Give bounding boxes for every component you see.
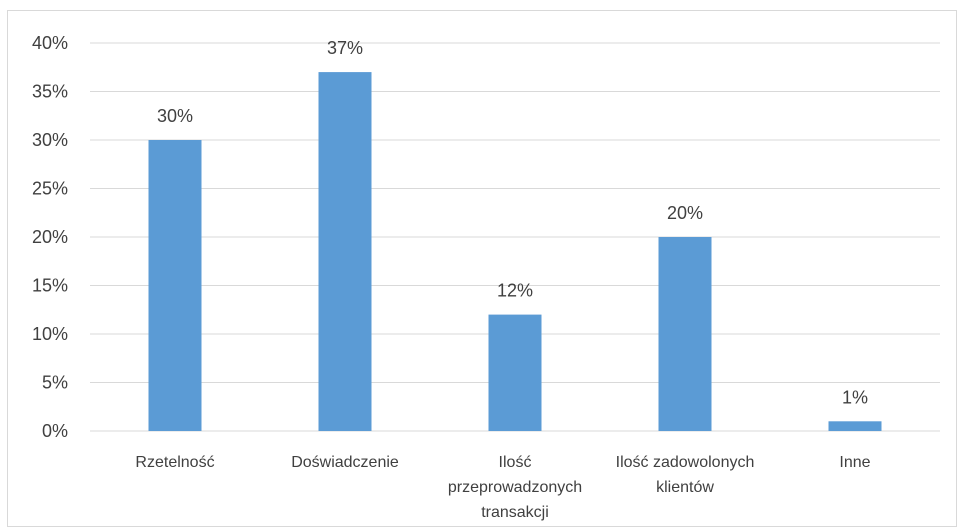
y-tick-label: 5%: [42, 373, 68, 393]
bars: [148, 72, 882, 431]
category-label: Rzetelność: [135, 454, 214, 471]
category-label: Ilość zadowolonych: [616, 454, 755, 471]
data-labels: 30% 37% 12% 20% 1%: [157, 38, 868, 407]
data-label: 20%: [667, 203, 703, 223]
y-tick-label: 15%: [32, 276, 68, 296]
y-tick-label: 20%: [32, 227, 68, 247]
y-tick-label: 30%: [32, 130, 68, 150]
data-label: 37%: [327, 38, 363, 58]
category-label: Ilość: [499, 454, 532, 471]
category-labels: Rzetelność Doświadczenie Ilość przeprowadzo…: [135, 454, 870, 521]
category-label: klientów: [656, 479, 714, 496]
bar: [828, 421, 882, 431]
y-tick-label: 0%: [42, 421, 68, 441]
y-tick-label: 10%: [32, 324, 68, 344]
category-label: transakcji: [481, 504, 549, 521]
data-label: 12%: [497, 281, 533, 301]
bar: [658, 237, 712, 431]
data-label: 30%: [157, 106, 193, 126]
bar: [148, 140, 202, 431]
y-axis-tick-labels: 0% 5% 10% 15% 20% 25% 30% 35% 40%: [32, 33, 68, 441]
gridlines: [90, 42, 940, 432]
bar: [318, 72, 372, 431]
bar: [488, 314, 542, 431]
category-label: przeprowadzonych: [448, 479, 582, 496]
data-label: 1%: [842, 387, 868, 407]
y-tick-label: 35%: [32, 82, 68, 102]
y-tick-label: 25%: [32, 179, 68, 199]
y-tick-label: 40%: [32, 33, 68, 53]
category-label: Doświadczenie: [291, 454, 399, 471]
category-label: Inne: [839, 454, 870, 471]
